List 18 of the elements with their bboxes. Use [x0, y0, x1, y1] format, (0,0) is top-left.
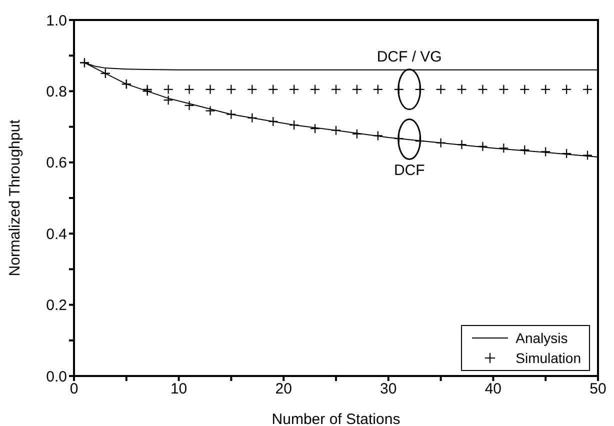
y-tick-label: 0.8 [46, 84, 67, 101]
y-tick-label: 0.0 [46, 368, 67, 386]
legend-label: Analysis [516, 329, 568, 348]
x-axis-title: Number of Stations [272, 411, 400, 426]
x-tick-label: 0 [70, 380, 78, 398]
x-tick-label: 30 [380, 380, 397, 398]
y-tick-label: 0.2 [46, 297, 67, 314]
legend-label: Simulation [516, 349, 581, 368]
y-axis-title: Normalized Throughput [6, 118, 24, 276]
x-tick-label: 40 [484, 380, 502, 398]
x-tick-label: 20 [275, 380, 292, 398]
x-tick-label: 50 [590, 380, 606, 398]
annotation: DCF [394, 162, 425, 180]
y-tick-label: 1.0 [46, 12, 67, 30]
x-tick-label: 10 [170, 380, 188, 398]
y-tick-label: 0.6 [46, 154, 67, 172]
annotation: DCF / VG [376, 48, 442, 66]
y-tick-label: 0.4 [46, 226, 67, 243]
